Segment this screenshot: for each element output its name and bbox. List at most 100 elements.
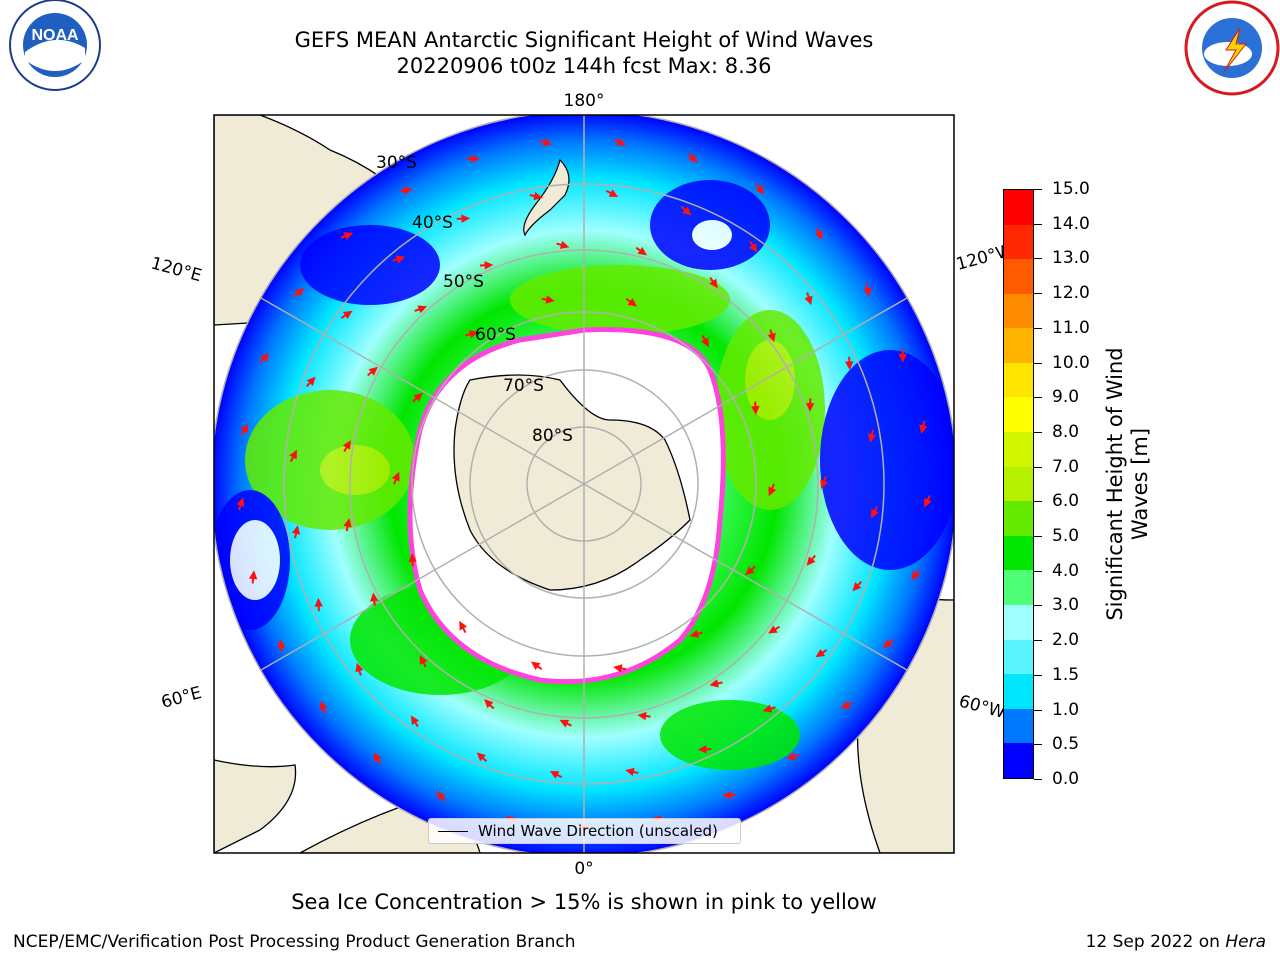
- colorbar-tick-label: 2.0: [1052, 630, 1080, 650]
- lon-label-lower-left: 60°E: [159, 683, 204, 713]
- nws-logo: [1184, 0, 1280, 96]
- wave-arrow-head: [395, 255, 406, 264]
- lon-label-lower-right: 60°W: [957, 692, 1008, 724]
- colorbar-tick-label: 0.0: [1052, 769, 1080, 789]
- colorbar-tick-label: 4.0: [1052, 561, 1080, 581]
- noaa-logo-text: NOAA: [31, 27, 79, 44]
- colorbar-tick: [1034, 467, 1042, 468]
- colorbar-title: Significant Height of Wind Waves [m]: [1103, 347, 1152, 621]
- wave-arrow-head: [373, 752, 382, 762]
- wave-arrow-head: [688, 153, 698, 163]
- wave-arrow-head: [461, 214, 471, 223]
- colorbar-tick-label: 10.0: [1052, 353, 1090, 373]
- colorbar-tick: [1034, 258, 1042, 259]
- map-legend: Wind Wave Direction (unscaled): [428, 818, 741, 844]
- colorbar-bin: [1004, 189, 1033, 225]
- lon-label-bottom: 0°: [574, 859, 593, 879]
- wave-arrow-head: [751, 405, 760, 415]
- colorbar-bin: [1004, 570, 1033, 606]
- colorbar-bin: [1004, 501, 1033, 536]
- colorbar-tick: [1034, 189, 1042, 190]
- wave-arrow-head: [545, 295, 555, 304]
- wave-arrow-head: [417, 305, 428, 314]
- wave-arrow-head: [768, 625, 778, 634]
- wave-arrow-head: [314, 597, 323, 607]
- wave-arrow-head: [748, 242, 758, 253]
- colorbar-tick: [1034, 605, 1042, 606]
- colorbar-tick-label: 0.5: [1052, 734, 1080, 754]
- wave-arrow-head: [471, 154, 481, 163]
- colorbar-bin: [1004, 259, 1033, 294]
- wave-arrow-head: [616, 137, 626, 146]
- colorbar-bin: [1004, 743, 1033, 778]
- colorbar-tick-label: 9.0: [1052, 387, 1080, 407]
- colorbar-tick: [1034, 675, 1042, 676]
- colorbar-bin: [1004, 674, 1033, 709]
- wave-arrow-head: [549, 771, 560, 779]
- colorbar-tick-label: 7.0: [1052, 457, 1080, 477]
- lon-label-upper-left: 120°E: [149, 254, 204, 287]
- colorbar-bin: [1004, 466, 1033, 502]
- wave-arrow-head: [911, 570, 920, 581]
- lon-label-top: 180°: [564, 91, 605, 111]
- colorbar-bin: [1004, 224, 1033, 260]
- wave-arrow-head: [236, 497, 245, 507]
- wave-arrow-head: [368, 366, 378, 376]
- wave-arrow-head: [408, 553, 417, 563]
- wave-arrow-head: [700, 337, 709, 348]
- colorbar-tick: [1034, 397, 1042, 398]
- wave-arrow-head: [689, 629, 700, 638]
- wave-arrow-head: [289, 449, 297, 460]
- colorbar-tick-label: 12.0: [1052, 283, 1090, 303]
- colorbar-tick: [1034, 710, 1042, 711]
- wave-arrow-head: [852, 582, 862, 592]
- wave-arrow-head: [745, 566, 755, 576]
- lat-label-40s: 40°S: [412, 213, 453, 233]
- colorbar-bin: [1004, 639, 1033, 675]
- wave-arrow-head: [403, 186, 413, 195]
- wave-arrow-head: [898, 353, 907, 363]
- wave-arrow-head: [419, 655, 428, 665]
- wave-arrow-head: [709, 278, 718, 289]
- colorbar-tick-label: 1.5: [1052, 665, 1080, 685]
- wave-arrow-head: [248, 570, 258, 580]
- wave-arrow-head: [804, 295, 813, 306]
- wave-arrow-head: [319, 700, 328, 711]
- map-subtitle: 20220906 t00z 144h fcst Max: 8.36: [396, 54, 772, 78]
- wave-arrow-head: [240, 423, 249, 434]
- colorbar-tick: [1034, 363, 1042, 364]
- wave-arrow-head: [342, 310, 353, 320]
- wave-arrow-head: [863, 287, 872, 297]
- wave-arrow-head: [755, 184, 765, 195]
- wave-arrow-head: [410, 715, 420, 726]
- wave-arrow-head: [871, 508, 879, 519]
- wave-arrow-head: [291, 525, 301, 535]
- wave-arrow-head: [530, 661, 541, 670]
- colorbar-tick: [1034, 501, 1042, 502]
- antarctica-land: [453, 374, 691, 591]
- legend-line-swatch: [438, 831, 468, 832]
- colorbar-tick: [1034, 779, 1042, 780]
- colorbar-bin: [1004, 535, 1033, 571]
- wave-arrow-head: [805, 402, 815, 412]
- colorbar-bin: [1004, 397, 1033, 433]
- lat-label-80s: 80°S: [532, 426, 573, 446]
- colorbar-tick-label: 13.0: [1052, 248, 1090, 268]
- colorbar-tick-label: 5.0: [1052, 526, 1080, 546]
- wave-arrow-head: [559, 240, 570, 249]
- colorbar-bin: [1004, 708, 1033, 744]
- wave-arrow-head: [625, 767, 635, 777]
- colorbar-tick: [1034, 536, 1042, 537]
- sea-ice-note: Sea Ice Concentration > 15% is shown in …: [291, 890, 877, 914]
- wave-arrow-head: [355, 662, 364, 673]
- colorbar-tick-label: 14.0: [1052, 214, 1090, 234]
- wave-arrow-head: [608, 189, 619, 197]
- wave-arrow-head: [391, 471, 400, 482]
- colorbar-tick-label: 1.0: [1052, 700, 1080, 720]
- colorbar-tick: [1034, 432, 1042, 433]
- wave-arrow-head: [559, 719, 570, 728]
- lat-label-30s: 30°S: [376, 153, 417, 173]
- wave-arrow-head: [882, 639, 893, 649]
- wave-arrow-head: [277, 639, 286, 649]
